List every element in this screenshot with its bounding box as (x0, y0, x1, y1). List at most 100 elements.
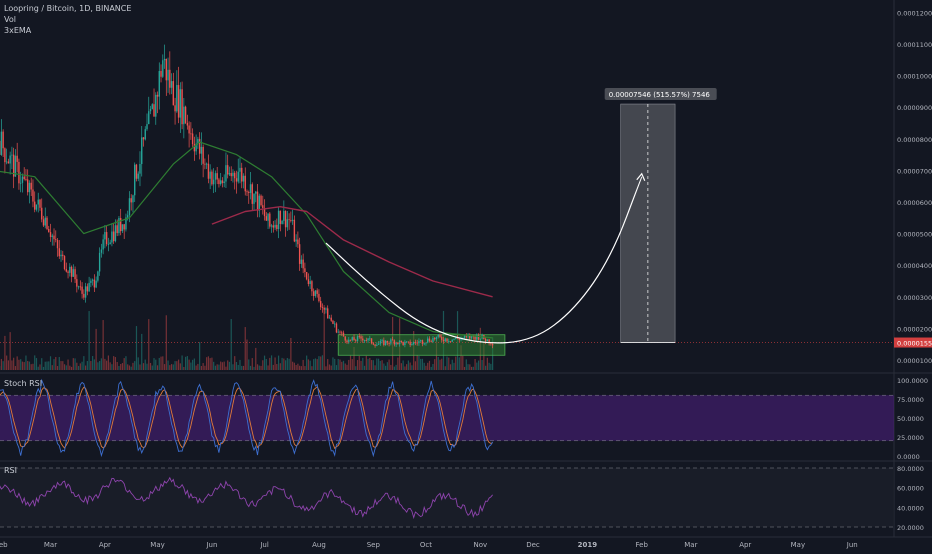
volume-bar (122, 363, 123, 370)
volume-bar (71, 367, 72, 370)
volume-bar (467, 364, 468, 370)
candle-body (381, 340, 382, 341)
candle-body (250, 184, 251, 193)
volume-bar (192, 360, 193, 370)
candle-body (169, 70, 170, 88)
volume-bar (418, 356, 419, 370)
volume-bar (239, 360, 240, 370)
candle-body (352, 337, 353, 340)
volume-bar (245, 327, 246, 370)
candle-body (492, 344, 493, 345)
volume-bar (410, 363, 411, 370)
volume-bar (145, 360, 146, 370)
volume-bar (367, 359, 368, 370)
volume-bar (334, 359, 335, 370)
volume-bar (374, 365, 375, 370)
rsi-tick-label: 40.0000 (897, 504, 924, 512)
candle-body (490, 343, 491, 344)
candle-body (116, 225, 117, 233)
volume-bar (285, 360, 286, 370)
candle-body (387, 341, 388, 343)
volume-bar (420, 359, 421, 370)
candle-body (190, 133, 191, 134)
candle-body (397, 342, 398, 344)
volume-bar (387, 362, 388, 370)
candle-body (73, 269, 74, 277)
volume-bar (299, 366, 300, 370)
candle-body (120, 218, 121, 231)
volume-bar (24, 362, 25, 370)
volume-bar (10, 332, 11, 370)
candle-body (343, 333, 344, 337)
volume-bar (441, 359, 442, 370)
candle-body (259, 196, 260, 211)
volume-bar (148, 319, 149, 370)
candle-body (80, 286, 81, 287)
candle-body (222, 180, 223, 183)
volume-bar (462, 356, 463, 370)
candle-body (23, 177, 24, 179)
volume-bar (183, 367, 184, 370)
symbol-title: Loopring / Bitcoin, 1D, BINANCE (4, 4, 131, 14)
last-price-label: 0.00001553 (897, 340, 932, 348)
candle-body (152, 104, 153, 109)
candle-body (262, 205, 263, 208)
candle-body (359, 336, 360, 337)
volume-bar (80, 363, 81, 370)
candle-body (145, 129, 146, 139)
candle-body (67, 272, 68, 273)
volume-bar (297, 364, 298, 370)
candle-body (22, 177, 23, 183)
candle-body (223, 182, 224, 183)
candle-body (157, 95, 158, 97)
volume-bar (362, 358, 363, 370)
candle-body (9, 156, 10, 164)
candle-body (162, 60, 163, 76)
candle-body (459, 339, 460, 340)
candle-body (452, 340, 453, 342)
volume-bar (473, 367, 474, 370)
candle-body (325, 308, 326, 309)
candle-body (85, 286, 86, 297)
candle-body (388, 343, 389, 344)
candle-body (360, 336, 361, 338)
candle-body (166, 59, 167, 80)
candle-body (52, 236, 53, 237)
candle-body (374, 345, 375, 346)
volume-bar (155, 360, 156, 370)
volume-bar (45, 362, 46, 370)
candle-body (346, 341, 347, 343)
candle-body (322, 307, 323, 308)
volume-bar (292, 362, 293, 370)
stoch-pane-label: Stoch RSI (4, 379, 42, 389)
volume-bar (378, 359, 379, 370)
volume-bar (32, 364, 33, 370)
volume-bar (320, 357, 321, 370)
volume-bar (178, 360, 179, 370)
candle-body (331, 318, 332, 321)
candle-body (285, 211, 286, 227)
candle-body (69, 267, 70, 273)
candle-body (143, 137, 144, 139)
ema-fast-line (0, 142, 493, 338)
candle-body (148, 111, 149, 124)
volume-bar (259, 366, 260, 370)
volume-bar (397, 358, 398, 370)
volume-bar (366, 356, 367, 370)
candle-body (246, 191, 247, 192)
volume-bar (274, 357, 275, 370)
volume-bar (310, 361, 311, 370)
volume-bar (110, 362, 111, 370)
rsi-tick-label: 60.0000 (897, 485, 924, 493)
candle-body (38, 200, 39, 205)
candle-body (411, 344, 412, 345)
volume-bar (478, 361, 479, 370)
candle-body (229, 173, 230, 174)
candle-body (71, 267, 72, 277)
candle-body (429, 339, 430, 342)
volume-bar (181, 355, 182, 370)
